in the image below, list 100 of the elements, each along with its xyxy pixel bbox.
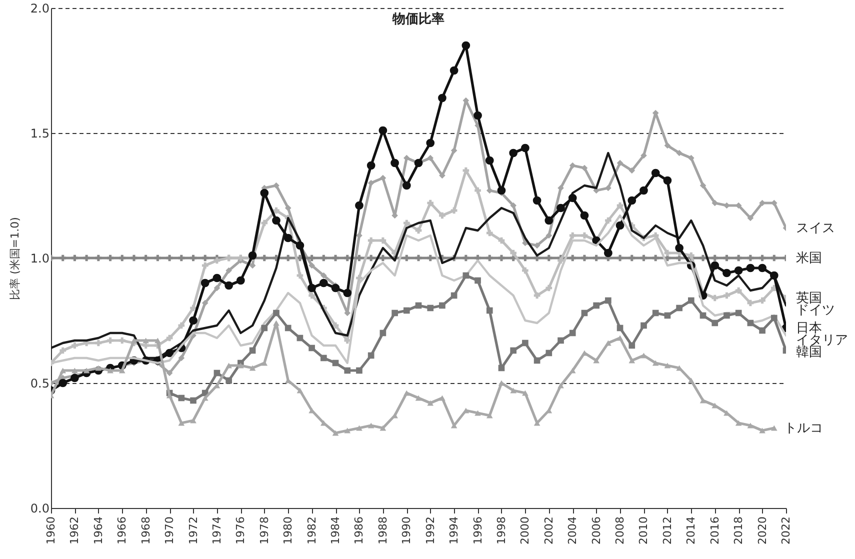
x-tick-label: 2006 (590, 516, 603, 544)
point (581, 310, 588, 316)
x-tick-label: 2000 (518, 516, 532, 544)
series-label: 米国 (796, 251, 822, 266)
x-tick-label: 1988 (376, 516, 390, 544)
point (712, 320, 718, 326)
point (249, 262, 256, 269)
x-tick-label: 1962 (68, 516, 82, 544)
point (214, 284, 220, 292)
point (486, 187, 493, 194)
point (462, 272, 470, 279)
point (534, 357, 540, 364)
point (226, 267, 232, 274)
point (178, 354, 185, 362)
point (356, 232, 362, 239)
point (534, 242, 540, 249)
point (427, 304, 434, 312)
y-tick-label: 0.0 (30, 502, 50, 516)
point (700, 182, 706, 189)
point (724, 312, 730, 319)
point (688, 154, 694, 162)
y-tick-label: 1.0 (30, 252, 50, 266)
point (581, 164, 588, 172)
point (296, 334, 304, 342)
x-tick-label: 1986 (352, 516, 366, 544)
point (214, 370, 220, 376)
series-label: ドイツ (796, 303, 835, 318)
point (439, 172, 446, 179)
point (320, 272, 327, 279)
point (759, 327, 766, 334)
point (403, 307, 410, 314)
y-tick-label: 0.5 (30, 376, 50, 390)
x-tick-label: 2014 (684, 516, 698, 544)
point (261, 324, 268, 332)
point (747, 214, 754, 222)
point (249, 347, 256, 354)
point (226, 377, 232, 384)
point (344, 367, 351, 374)
x-tick-label: 2002 (542, 516, 556, 544)
point (558, 184, 564, 192)
x-tick-label: 1976 (234, 516, 248, 544)
point (770, 271, 778, 280)
x-tick-label: 1990 (400, 516, 414, 544)
x-tick-label: 2022 (780, 516, 792, 544)
point (712, 200, 718, 206)
point (392, 310, 398, 316)
x-tick-label: 1966 (116, 516, 129, 544)
point (605, 297, 612, 304)
point (735, 310, 742, 316)
point (368, 180, 374, 186)
x-tick-label: 1982 (305, 516, 318, 544)
point (284, 324, 292, 332)
point (605, 184, 612, 192)
point (628, 167, 636, 174)
x-tick-label: 2012 (660, 516, 674, 544)
x-tick-label: 1998 (494, 516, 508, 544)
point (724, 202, 730, 209)
x-tick-label: 2010 (637, 516, 650, 544)
point (510, 347, 516, 354)
point (616, 324, 624, 332)
point (190, 397, 196, 404)
point (747, 320, 754, 326)
point (640, 322, 647, 329)
series-label: 韓国 (796, 345, 822, 360)
point (178, 394, 185, 402)
x-tick-label: 1980 (282, 516, 295, 544)
point (616, 160, 624, 166)
x-tick-label: 2008 (614, 516, 627, 544)
point (486, 307, 493, 314)
point (664, 312, 671, 319)
point (356, 367, 362, 374)
x-tick-label: 2020 (756, 516, 769, 544)
point (308, 262, 315, 269)
point (676, 304, 682, 312)
point (450, 292, 458, 299)
point (676, 150, 682, 156)
x-tick-label: 1974 (210, 516, 224, 544)
x-tick-label: 1984 (329, 516, 342, 544)
point (569, 162, 576, 169)
x-tick-label: 2004 (566, 516, 580, 544)
point (510, 202, 516, 209)
point (593, 302, 600, 309)
series-label: スイス (796, 221, 835, 236)
point (308, 344, 315, 352)
point (166, 370, 173, 376)
point (628, 342, 636, 349)
point (474, 277, 481, 284)
point (640, 152, 647, 159)
x-tick-label: 1996 (471, 516, 484, 544)
point (558, 337, 564, 344)
point (664, 142, 671, 149)
x-tick-label: 1964 (92, 516, 105, 544)
point (320, 354, 327, 362)
chart-title: 物価比率 (392, 11, 444, 27)
point (522, 340, 528, 346)
point (380, 174, 386, 182)
x-tick-label: 1960 (44, 516, 58, 544)
point (380, 330, 386, 336)
y-tick-label: 2.0 (30, 2, 50, 16)
point (427, 154, 434, 162)
